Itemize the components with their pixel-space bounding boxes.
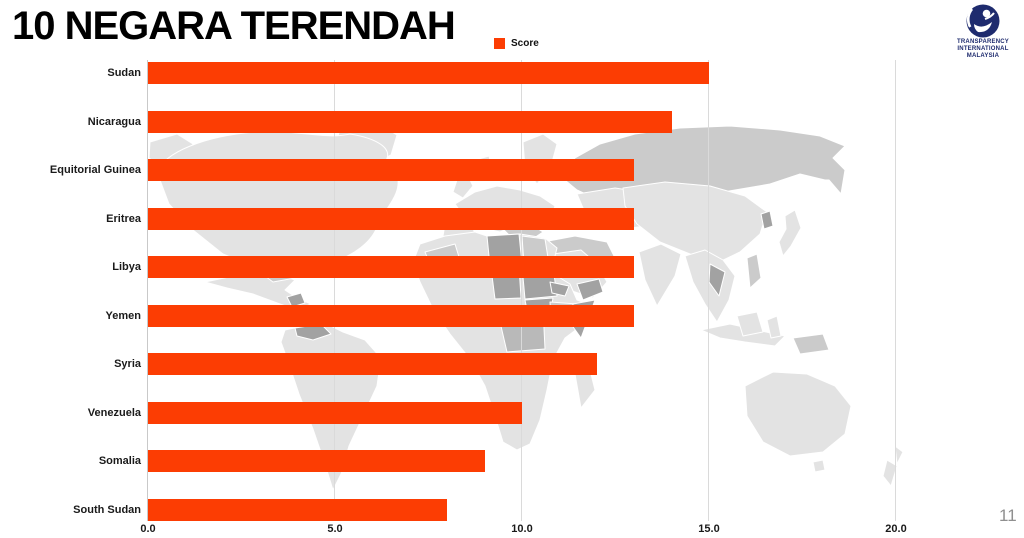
y-axis-line <box>147 60 148 521</box>
category-label: Somalia <box>98 455 141 467</box>
transparency-international-logo: TRANSPARENCY INTERNATIONAL MALAYSIA <box>947 3 1019 60</box>
chart-legend: Score <box>494 38 539 49</box>
x-axis-tick-label: 10.0 <box>511 523 533 535</box>
logo-text-line2: INTERNATIONAL <box>957 46 1009 52</box>
page-number: 11 <box>999 506 1017 525</box>
x-axis-tick-label: 15.0 <box>698 523 720 535</box>
score-bar <box>148 305 634 327</box>
category-label: Venezuela <box>87 407 141 419</box>
score-bar <box>148 353 597 375</box>
logo-text-line1: TRANSPARENCY <box>957 39 1009 45</box>
legend-swatch-icon <box>494 38 505 49</box>
category-label: Equitorial Guinea <box>49 164 141 176</box>
category-label: Eritrea <box>106 213 141 225</box>
score-bar <box>148 111 672 133</box>
score-bar <box>148 256 634 278</box>
score-bar <box>148 62 709 84</box>
x-axis-tick-label: 5.0 <box>327 523 343 535</box>
category-label: South Sudan <box>73 504 141 516</box>
score-bar <box>148 450 485 472</box>
page-title: 10 NEGARA TERENDAH <box>12 4 456 48</box>
score-bar <box>148 402 522 424</box>
score-bar <box>148 159 634 181</box>
ti-logo-icon <box>966 4 1000 38</box>
logo-text-line3: MALAYSIA <box>966 53 1000 59</box>
x-axis-tick-label: 20.0 <box>885 523 907 535</box>
x-axis-tick-label: 0.0 <box>140 523 156 535</box>
gridline <box>895 60 896 521</box>
score-bar <box>148 499 447 521</box>
category-label: Syria <box>114 358 141 370</box>
gridline <box>521 60 522 521</box>
gridline <box>334 60 335 521</box>
category-label: Sudan <box>107 67 141 79</box>
category-label: Nicaragua <box>87 116 141 128</box>
category-label: Libya <box>112 261 141 273</box>
category-label: Yemen <box>105 310 141 322</box>
score-bar <box>148 208 634 230</box>
gridline <box>708 60 709 521</box>
legend-label: Score <box>511 38 539 49</box>
